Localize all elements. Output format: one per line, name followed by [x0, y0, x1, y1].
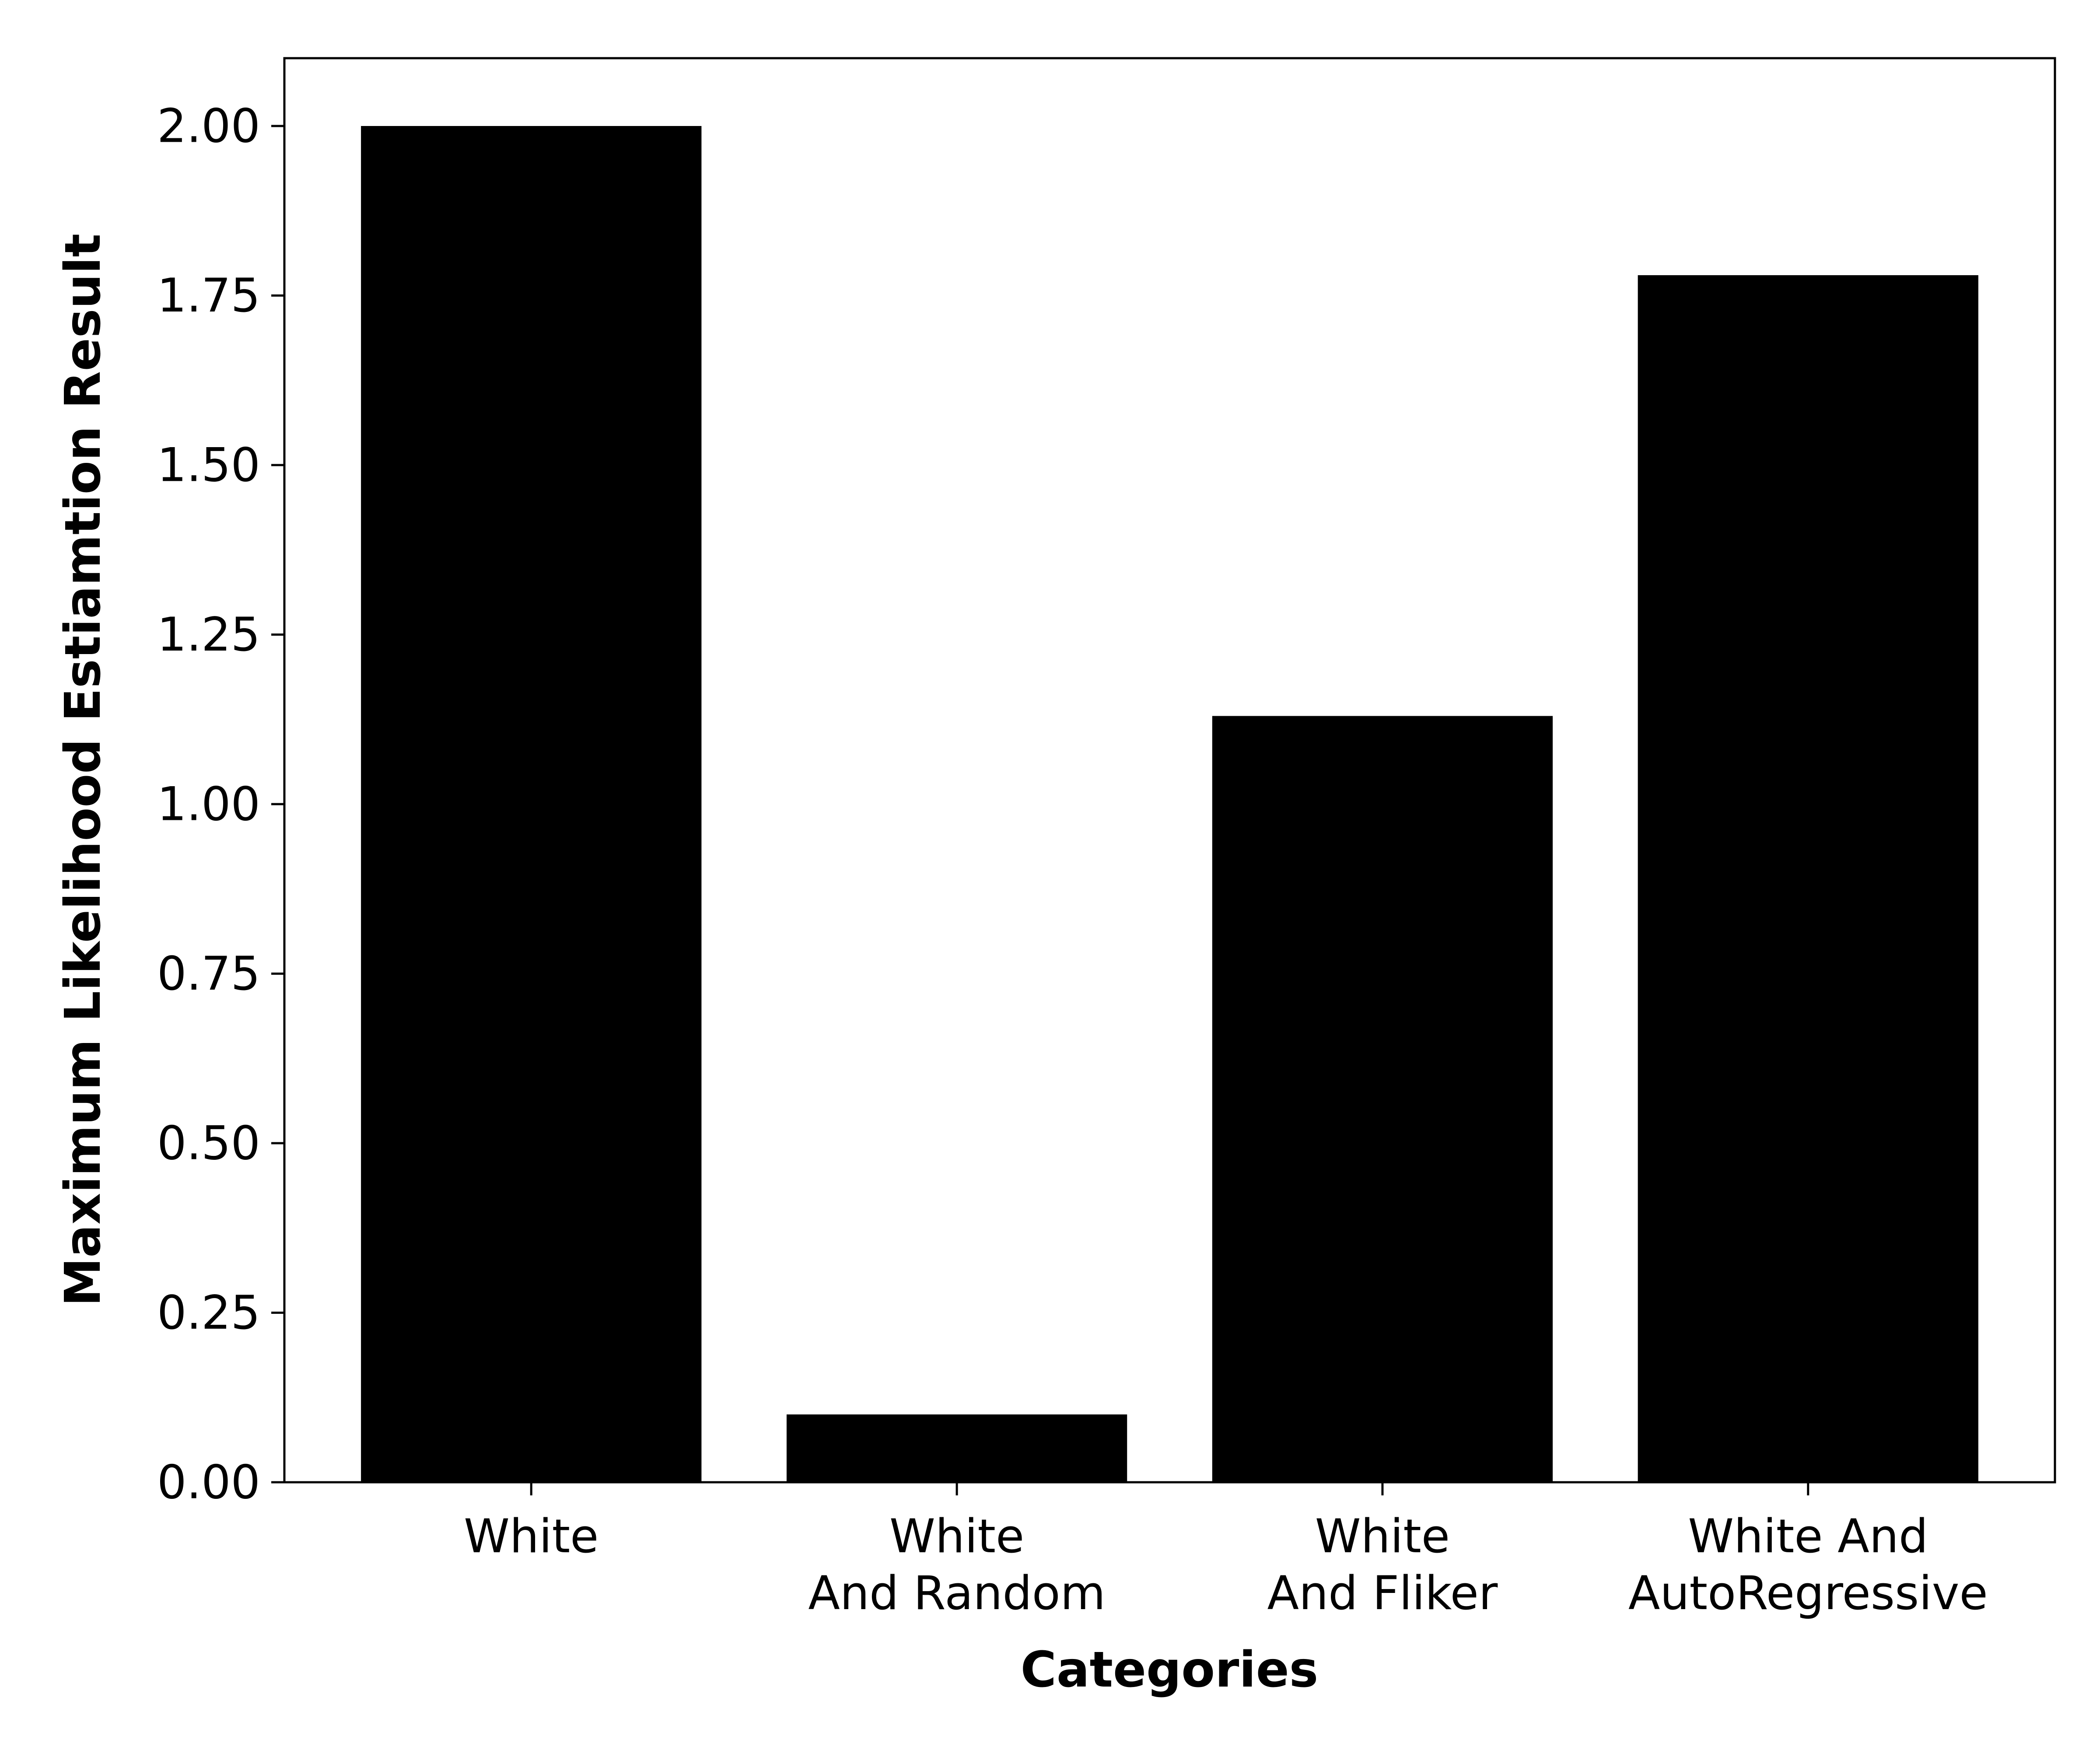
x-tick-label-line: White And: [1688, 1509, 1928, 1563]
bar-3: [1638, 275, 1978, 1482]
y-tick-label: 0.75: [157, 947, 260, 1001]
x-tick-label: White And AutoRegressive: [1628, 1509, 1988, 1620]
y-tick-label: 2.00: [157, 99, 260, 153]
x-tick-label: White: [464, 1509, 598, 1563]
y-tick-label: 0.50: [157, 1116, 260, 1170]
bars-group: [361, 126, 1978, 1482]
bar-2: [1212, 716, 1553, 1482]
y-tick-label: 0.25: [157, 1286, 260, 1340]
y-tick-label: 1.50: [157, 438, 260, 492]
y-axis: 0.00 0.25 0.50 0.75 1.00 1.25 1.50 1.75 2.00: [157, 99, 284, 1509]
x-tick-label-line: And Fliker: [1267, 1566, 1498, 1620]
y-axis-title: Maximum Likelihood Estiamtion Result: [55, 234, 112, 1306]
y-tick-label: 0.00: [157, 1456, 260, 1509]
bar-0: [361, 126, 702, 1482]
y-tick-label: 1.75: [157, 269, 260, 322]
bar-1: [786, 1414, 1127, 1482]
x-tick-label: White And Random: [808, 1509, 1106, 1620]
y-tick-label: 1.25: [157, 608, 260, 662]
x-tick-label: White And Fliker: [1267, 1509, 1498, 1620]
x-tick-label-line: White: [889, 1509, 1024, 1563]
y-tick-label: 1.00: [157, 777, 260, 831]
x-axis-title: Categories: [1021, 1642, 1319, 1698]
plot-frame: [283, 57, 2056, 1484]
x-tick-label-line: White: [464, 1509, 598, 1563]
x-tick-label-line: And Random: [808, 1566, 1106, 1620]
x-tick-label-line: White: [1315, 1509, 1450, 1563]
x-tick-label-line: AutoRegressive: [1628, 1566, 1988, 1620]
